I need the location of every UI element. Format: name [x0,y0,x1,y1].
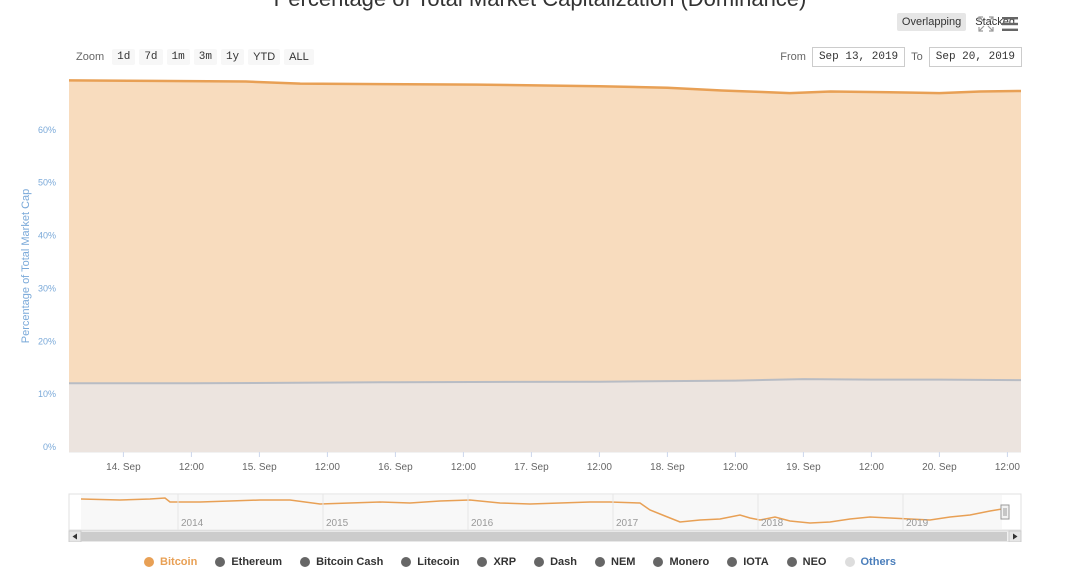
zoom-1m-button[interactable]: 1m [166,49,190,65]
x-tick-label: 12:00 [451,462,476,473]
legend-dot-icon [844,557,855,567]
from-date-input[interactable]: Sep 13, 2019 [811,47,906,67]
legend-dot-icon [786,557,797,567]
legend-item-monero[interactable]: Monero [653,556,709,568]
x-tick-label: 12:00 [179,462,204,473]
legend-label: NEO [802,556,827,568]
y-tick-label: 20% [38,336,56,346]
legend-label: Others [860,556,896,568]
x-tick-label: 12:00 [995,462,1020,473]
legend-item-iota[interactable]: IOTA [727,556,769,568]
navigator-window[interactable] [81,494,1002,530]
x-tick-label: 12:00 [315,462,340,473]
to-date-input[interactable]: Sep 20, 2019 [928,47,1022,67]
y-tick-label: 40% [38,231,56,241]
main-chart: 0% 10% 20% 30% 40% 50% 60% 14. Sep 12:00 15. Sep… [38,79,1022,473]
navigator-year-label: 2015 [326,518,349,529]
legend-item-dash[interactable]: Dash [534,556,577,568]
ethereum-line [69,378,1022,385]
legend-item-bitcoin-cash[interactable]: Bitcoin Cash [300,556,383,568]
legend-label: Ethereum [231,556,283,568]
overlapping-button[interactable]: Overlapping [896,13,967,31]
legend-label: Litecoin [417,556,460,568]
navigator-year-label: 2019 [906,518,929,529]
y-tick-labels: 0% 10% 20% 30% 40% 50% 60% [38,125,56,452]
fullscreen-icon[interactable] [978,16,994,32]
zoom-1d-button[interactable]: 1d [112,49,136,65]
zoom-3m-button[interactable]: 3m [193,49,217,65]
legend-dot-icon [477,557,488,567]
legend-dot-icon [144,557,155,567]
navigator-series-line [80,497,1003,524]
legend-item-neo[interactable]: NEO [786,556,827,568]
legend-dot-icon [727,557,738,567]
legend-label: Monero [669,556,710,568]
legend-label: Dash [550,556,577,568]
legend-item-bitcoin[interactable]: Bitcoin [144,556,197,568]
y-tick-label: 0% [43,442,56,452]
zoom-7d-button[interactable]: 7d [139,49,163,65]
legend-label: XRP [493,556,517,568]
navigator-year-label: 2017 [616,518,639,529]
y-tick-label: 10% [38,389,56,399]
from-label: From [780,51,806,63]
legend-dot-icon [595,557,605,567]
legend-item-ethereum[interactable]: Ethereum [215,556,282,568]
bitcoin-line [68,79,1022,95]
legend-item-xrp[interactable]: XRP [477,556,516,568]
y-tick-label: 30% [38,283,56,293]
y-tick-label: 60% [38,125,56,135]
chart-title: Percentage of Total Market Capitalizatio… [0,0,1080,12]
arrow-left-icon [72,533,77,540]
legend-item-others[interactable]: Others [844,556,896,568]
legend-dot-icon [534,557,545,567]
x-tick-label: 12:00 [723,462,748,473]
x-tick-labels: 14. Sep 12:00 15. Sep 12:00 16. Sep 12:00 17. … [106,452,1020,473]
scrollbar-thumb[interactable] [81,532,1007,541]
legend-dot-icon [401,557,412,567]
x-tick-label: 18. Sep [650,462,685,473]
navigator-year-label: 2016 [471,518,494,529]
x-tick-label: 16. Sep [378,462,413,473]
zoom-label: Zoom [76,51,105,63]
navigator[interactable]: 2014 2015 2016 2017 2018 2019 [0,492,1080,542]
zoom-all-button[interactable]: ALL [284,49,314,65]
zoom-bar: Zoom 1d 7d 1m 3m 1y YTD ALL [76,49,314,65]
date-range: From Sep 13, 2019 To Sep 20, 2019 [780,47,1022,67]
x-tick-label: 19. Sep [786,462,821,473]
legend-dot-icon [300,557,311,567]
navigator-year-grid [177,494,904,530]
legend-label: NEM [611,556,636,568]
legend-dot-icon [653,557,664,567]
x-tick-label: 14. Sep [106,462,141,473]
legend-item-litecoin[interactable]: Litecoin [401,556,459,568]
x-tick-label: 17. Sep [514,462,549,473]
to-label: To [911,51,923,63]
legend-dot-icon [215,557,226,567]
x-tick-label: 20. Sep [922,462,957,473]
x-tick-label: 12:00 [587,462,612,473]
zoom-1y-button[interactable]: 1y [220,49,245,65]
navigator-year-label: 2014 [181,518,204,529]
legend-item-nem[interactable]: NEM [595,556,635,568]
ethereum-area [69,379,1021,452]
x-tick-label: 15. Sep [242,462,277,473]
navigator-handle[interactable] [1000,504,1010,520]
x-tick-label: 12:00 [859,462,884,473]
arrow-right-icon [1013,533,1018,540]
navigator-year-label: 2018 [761,518,784,529]
legend: Bitcoin Ethereum Bitcoin Cash Litecoin XRP Da… [0,556,1040,568]
legend-label: Bitcoin [160,556,198,568]
bitcoin-area [69,80,1021,453]
menu-icon[interactable] [1002,17,1018,31]
zoom-ytd-button[interactable]: YTD [248,49,281,65]
legend-label: Bitcoin Cash [316,556,384,568]
legend-label: IOTA [743,556,769,568]
y-tick-label: 50% [38,178,56,188]
